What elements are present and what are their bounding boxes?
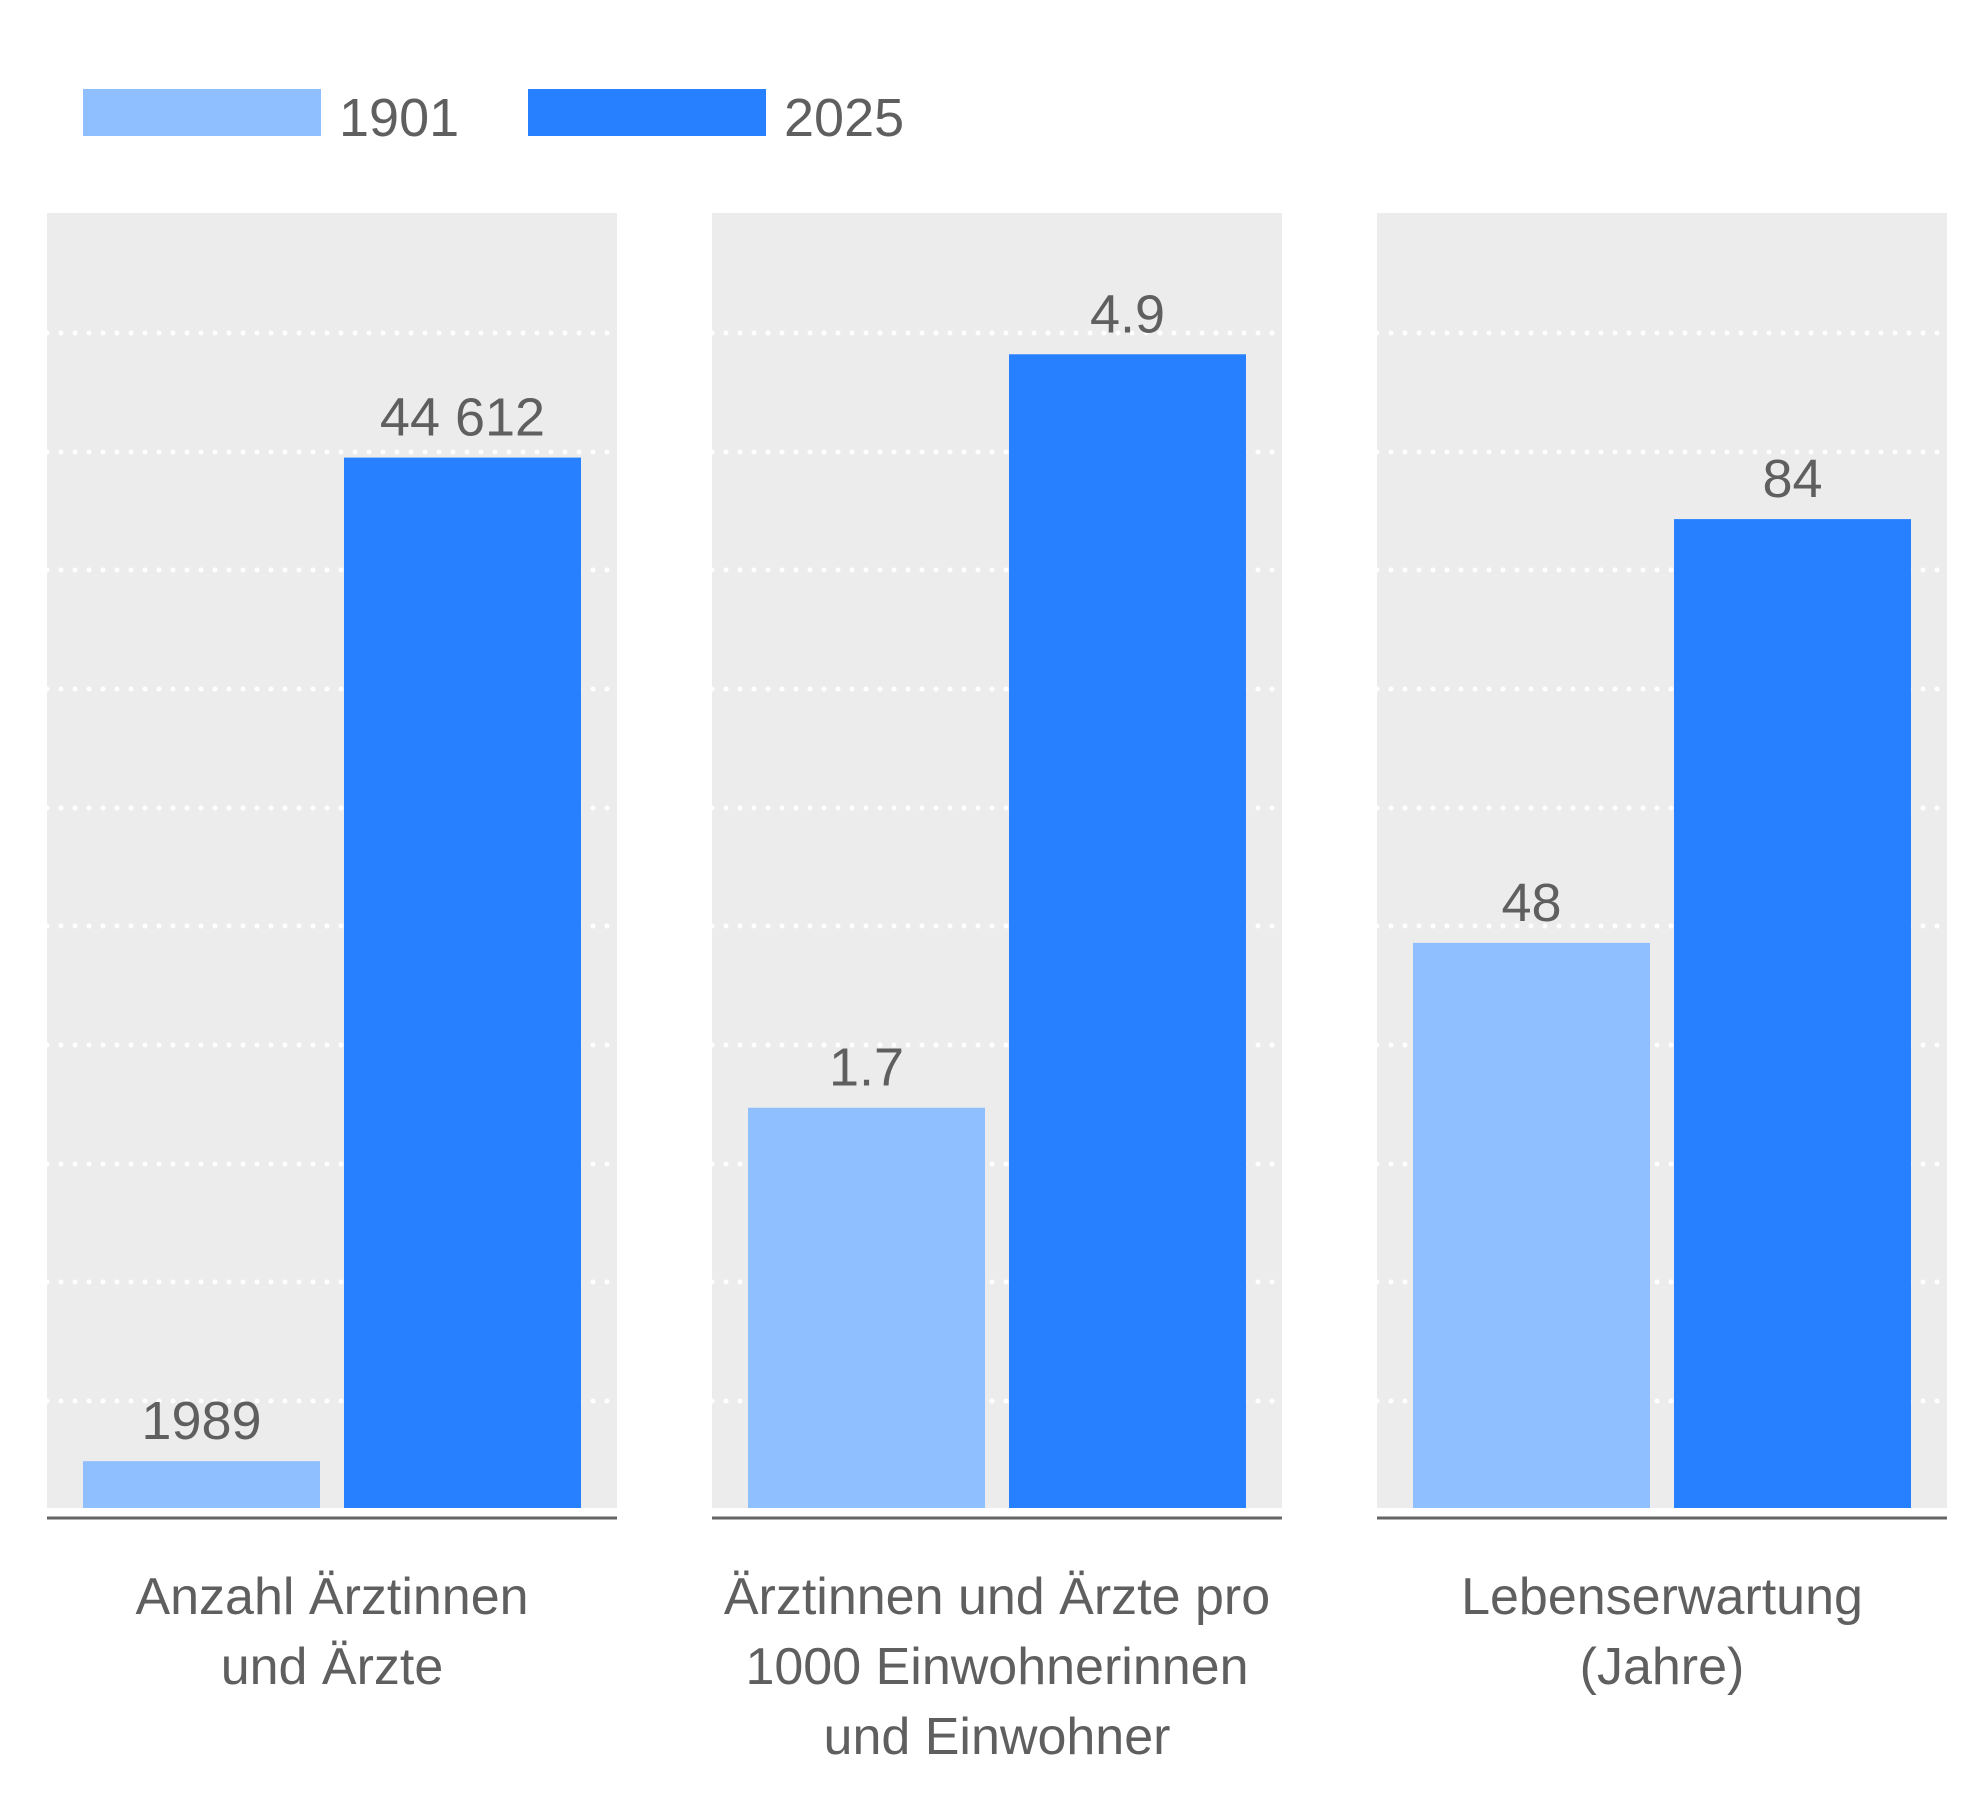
value-label-2025: 44 612	[380, 388, 545, 448]
category-label: Anzahl Ärztinnen	[135, 1568, 528, 1626]
category-label: Lebenserwartung	[1461, 1568, 1863, 1626]
legend-label-1901: 1901	[339, 88, 459, 148]
value-label-1901: 48	[1501, 873, 1561, 933]
bar-2025	[344, 457, 581, 1508]
bar-2025	[1009, 354, 1246, 1509]
legend: 1901 2025	[83, 88, 904, 148]
bar-2025	[1674, 519, 1911, 1508]
category-label: (Jahre)	[1580, 1638, 1745, 1696]
value-label-2025: 84	[1762, 449, 1822, 509]
panel-3: 48 84 Lebenserwartung (Jahre)	[1374, 213, 1950, 1696]
bar-1901	[83, 1461, 320, 1508]
category-label: 1000 Einwohnerinnen	[745, 1638, 1248, 1696]
bar-1901	[748, 1107, 985, 1508]
bar-1901	[1413, 942, 1650, 1508]
panel-1: 1989 44 612 Anzahl Ärztinnen und Ärzte	[44, 213, 620, 1696]
legend-swatch-1901	[83, 89, 321, 136]
legend-label-2025: 2025	[784, 88, 904, 148]
chart-panels: 1989 44 612 Anzahl Ärztinnen und Ärzte 1.7 4.…	[44, 213, 1950, 1766]
legend-swatch-2025	[528, 89, 766, 136]
value-label-2025: 4.9	[1090, 284, 1165, 344]
category-label: und Ärzte	[221, 1638, 444, 1696]
panel-2: 1.7 4.9 Ärztinnen und Ärzte pro 1000 Einwoh…	[709, 213, 1285, 1766]
value-label-1901: 1989	[141, 1391, 261, 1451]
value-label-1901: 1.7	[829, 1038, 904, 1098]
category-label: Ärztinnen und Ärzte pro	[724, 1568, 1270, 1626]
category-label: und Einwohner	[824, 1708, 1171, 1766]
